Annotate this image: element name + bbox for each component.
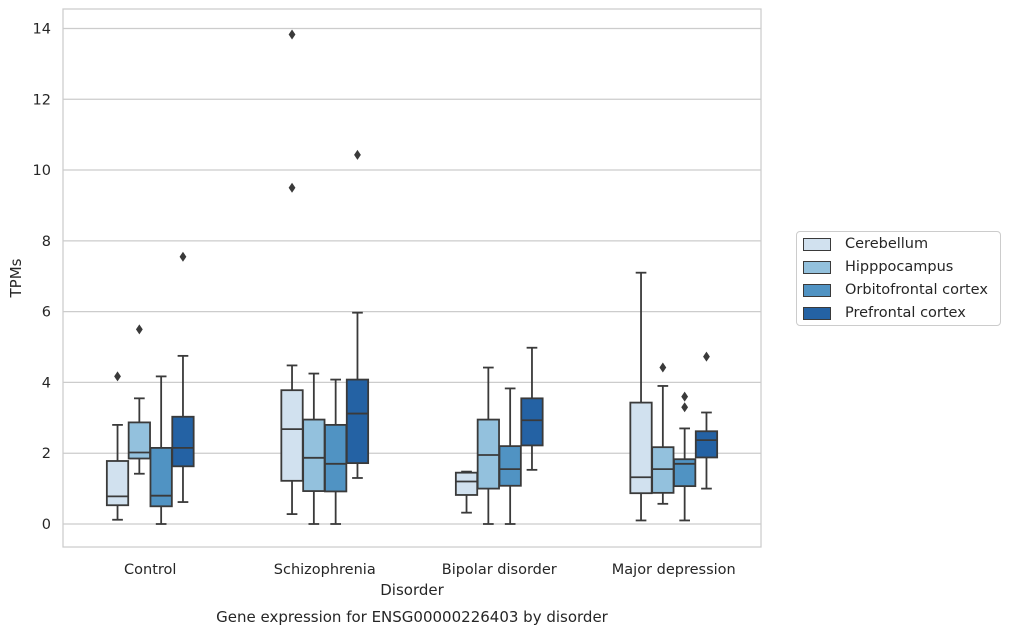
box-group-hipppocampus-bipolar-disorder	[476, 366, 500, 525]
outlier-prefrontal-cortex-control-0	[179, 251, 187, 262]
outlier-cerebellum-schizophrenia-0	[288, 182, 296, 193]
legend-label-hippocampus: Hipppocampus	[845, 259, 954, 275]
box-group-hipppocampus-major-depression	[651, 362, 675, 505]
box-group-cerebellum-bipolar-disorder	[454, 470, 479, 514]
outlier-hipppocampus-control-0	[135, 324, 143, 335]
x-tick-label-major-depression: Major depression	[612, 562, 736, 578]
box-prefrontal-cortex-schizophrenia	[345, 378, 370, 465]
box-cerebellum-major-depression	[629, 401, 653, 495]
legend-label-prefrontal-cortex: Prefrontal cortex	[845, 305, 966, 321]
legend-item-orbitofrontal-cortex: Orbitofrontal cortex	[803, 280, 988, 300]
y-tick-label-4: 4	[42, 375, 51, 391]
legend-swatch-hippocampus	[803, 260, 831, 274]
box-cerebellum-schizophrenia	[280, 389, 304, 482]
x-tick-label-schizophrenia: Schizophrenia	[274, 562, 376, 578]
box-group-prefrontal-cortex-schizophrenia	[345, 149, 370, 479]
outlier-orbitofrontal-cortex-major-depression-1	[681, 391, 689, 402]
box-group-hipppocampus-control	[127, 324, 151, 475]
y-axis-label: TPMs	[7, 258, 25, 298]
chart-title: Gene expression for ENSG00000226403 by d…	[216, 608, 609, 626]
legend-swatch-prefrontal-cortex	[803, 306, 831, 320]
legend-swatch-cerebellum	[803, 237, 831, 251]
legend-label-cerebellum: Cerebellum	[845, 236, 929, 252]
outlier-prefrontal-cortex-schizophrenia-0	[354, 149, 361, 160]
box-orbitofrontal-cortex-schizophrenia	[324, 423, 348, 493]
y-tick-label-2: 2	[42, 446, 51, 462]
outlier-cerebellum-schizophrenia-1	[288, 29, 296, 40]
box-group-orbitofrontal-cortex-major-depression	[673, 391, 697, 522]
legend: Cerebellum Hipppocampus Orbitofrontal co…	[796, 231, 1001, 326]
legend-label-orbitofrontal-cortex: Orbitofrontal cortex	[845, 282, 988, 298]
y-tick-label-8: 8	[42, 234, 51, 250]
x-axis-label: Disorder	[380, 581, 444, 599]
box-prefrontal-cortex-bipolar-disorder	[520, 397, 544, 447]
y-tick-label-14: 14	[33, 21, 51, 37]
box-group-hipppocampus-schizophrenia	[302, 372, 326, 525]
box-group-prefrontal-cortex-major-depression	[694, 351, 719, 490]
box-group-cerebellum-major-depression	[629, 271, 653, 522]
outlier-prefrontal-cortex-major-depression-0	[703, 351, 710, 362]
box-group-prefrontal-cortex-bipolar-disorder	[520, 346, 544, 471]
box-hipppocampus-control	[127, 421, 151, 460]
legend-swatch-orbitofrontal-cortex	[803, 283, 831, 297]
box-group-cerebellum-control	[105, 371, 130, 521]
box-orbitofrontal-cortex-major-depression	[673, 458, 697, 488]
x-tick-label-control: Control	[124, 562, 176, 578]
y-tick-label-6: 6	[42, 305, 51, 321]
box-group-prefrontal-cortex-control	[171, 251, 195, 503]
legend-item-prefrontal-cortex: Prefrontal cortex	[803, 303, 966, 323]
plot-frame	[62, 8, 762, 548]
box-group-cerebellum-schizophrenia	[280, 29, 304, 515]
legend-item-cerebellum: Cerebellum	[803, 234, 928, 254]
x-tick-label-bipolar-disorder: Bipolar disorder	[442, 562, 557, 578]
box-prefrontal-cortex-major-depression	[694, 430, 719, 459]
box-orbitofrontal-cortex-bipolar-disorder	[498, 445, 522, 487]
y-tick-label-12: 12	[33, 92, 51, 108]
legend-item-hippocampus: Hipppocampus	[803, 257, 953, 277]
box-group-orbitofrontal-cortex-bipolar-disorder	[498, 387, 522, 525]
outlier-hipppocampus-major-depression-0	[659, 362, 667, 373]
box-orbitofrontal-cortex-control	[149, 446, 173, 508]
y-tick-label-0: 0	[42, 517, 51, 533]
y-tick-label-10: 10	[33, 163, 51, 179]
box-cerebellum-control	[105, 460, 130, 507]
box-group-orbitofrontal-cortex-schizophrenia	[324, 378, 348, 525]
outlier-cerebellum-control-0	[114, 371, 121, 382]
box-prefrontal-cortex-control	[171, 415, 195, 468]
box-group-orbitofrontal-cortex-control	[149, 375, 173, 525]
outlier-orbitofrontal-cortex-major-depression-0	[681, 402, 689, 413]
box-cerebellum-bipolar-disorder	[454, 471, 479, 496]
box-hipppocampus-schizophrenia	[302, 418, 326, 492]
